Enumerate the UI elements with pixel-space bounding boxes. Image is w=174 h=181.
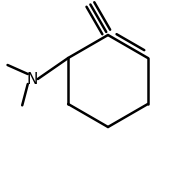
Text: N: N (26, 71, 37, 87)
